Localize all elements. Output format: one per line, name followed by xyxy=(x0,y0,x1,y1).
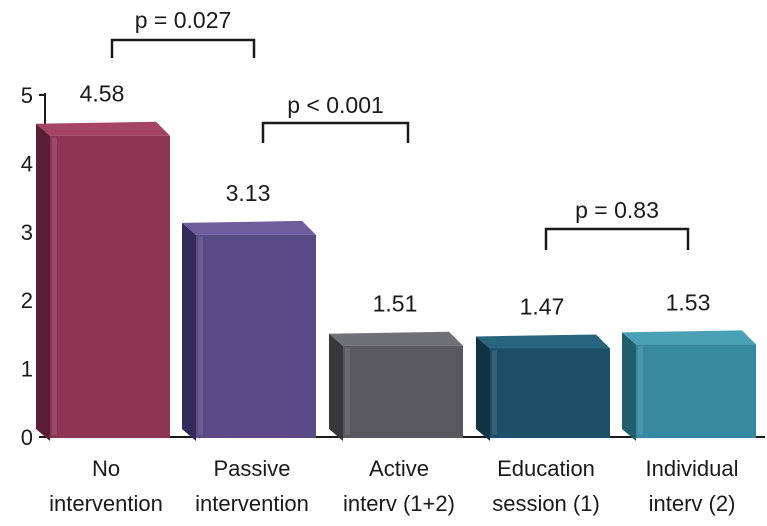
bar-1 xyxy=(36,121,170,441)
category-label: No xyxy=(92,456,120,481)
y-tick-label: 1 xyxy=(21,357,33,382)
bracket-line xyxy=(544,227,690,250)
significance-brackets: p = 0.027 p < 0.001 p = 0.83 xyxy=(110,7,690,250)
bar-highlight xyxy=(492,350,497,435)
value-label: 1.51 xyxy=(373,291,418,317)
category-label: session (1) xyxy=(492,491,600,516)
bar-3 xyxy=(329,331,463,441)
category-label: interv (1+2) xyxy=(343,491,455,516)
y-tick-label: 2 xyxy=(21,288,33,313)
bar-front-face xyxy=(490,348,610,438)
value-label: 1.47 xyxy=(520,293,565,319)
bar-5 xyxy=(622,330,756,441)
bar-front-face xyxy=(50,135,170,438)
bar-highlight xyxy=(638,346,643,435)
category-label: Education xyxy=(497,456,595,481)
category-label: intervention xyxy=(195,491,309,516)
bar-4 xyxy=(476,334,610,441)
significance-bracket: p = 0.027 xyxy=(110,7,256,58)
p-value-label: p = 0.83 xyxy=(575,197,659,223)
category-label: Individual xyxy=(646,456,739,481)
bar-top-face xyxy=(476,334,610,349)
bar-side-face xyxy=(329,333,343,441)
bar-highlight xyxy=(52,137,57,435)
y-tick-label: 0 xyxy=(21,425,33,450)
bar-2 xyxy=(182,220,316,441)
bar-side-face xyxy=(476,336,490,441)
bar-side-face xyxy=(182,222,196,441)
p-value-label: p = 0.027 xyxy=(135,7,232,33)
value-labels: 4.58 3.13 1.51 1.47 1.53 xyxy=(80,81,711,320)
bar-top-face xyxy=(622,330,756,345)
bracket-line xyxy=(110,38,256,58)
bars xyxy=(36,121,756,441)
y-tick-label: 4 xyxy=(21,151,33,176)
y-tick-label: 3 xyxy=(21,220,33,245)
bar-front-face xyxy=(636,344,756,438)
significance-bracket: p < 0.001 xyxy=(261,92,410,143)
category-label: Active xyxy=(369,456,429,481)
bar-front-face xyxy=(343,345,463,438)
category-labels: No intervention Passive intervention Active i… xyxy=(49,456,738,516)
value-label: 1.53 xyxy=(666,289,711,315)
bracket-line xyxy=(261,121,410,143)
bar-highlight xyxy=(345,347,350,435)
category-label: intervention xyxy=(49,491,163,516)
bar-side-face xyxy=(36,123,50,441)
y-tick-label: 5 xyxy=(21,83,33,108)
bar-top-face xyxy=(182,220,316,235)
p-value-label: p < 0.001 xyxy=(287,92,384,118)
category-label: interv (2) xyxy=(649,491,736,516)
category-label: Passive xyxy=(213,456,290,481)
value-label: 4.58 xyxy=(80,81,125,107)
bar-top-face xyxy=(329,331,463,346)
value-label: 3.13 xyxy=(226,180,271,206)
bar-top-face xyxy=(36,121,170,136)
bar-highlight xyxy=(198,236,203,435)
significance-bracket: p = 0.83 xyxy=(544,197,690,250)
bar-side-face xyxy=(622,332,636,441)
bar-front-face xyxy=(196,234,316,438)
